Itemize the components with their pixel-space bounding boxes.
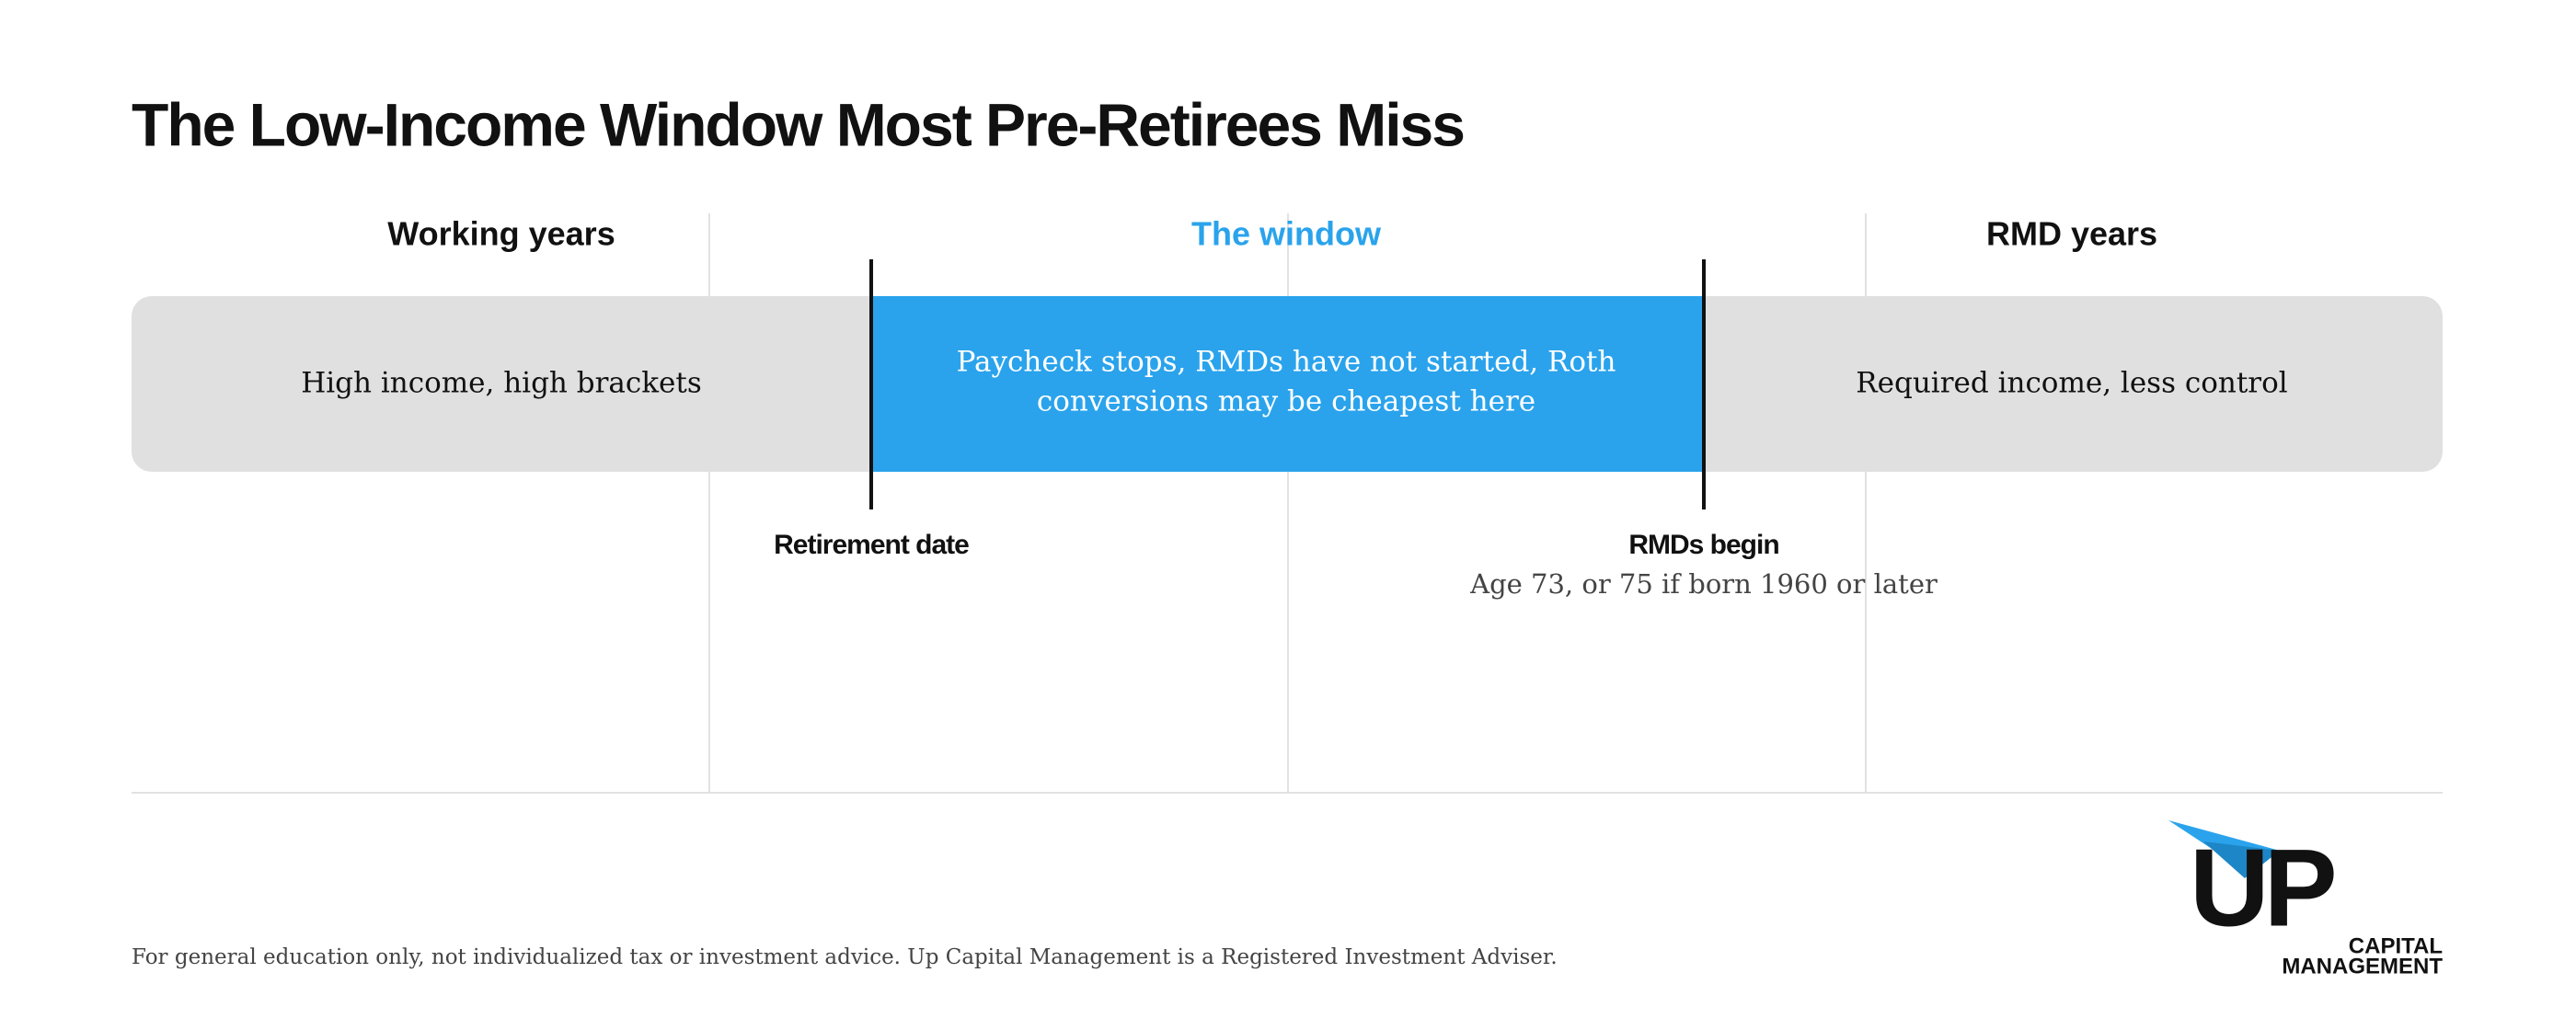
logo: UP CAPITAL MANAGEMENT <box>2168 820 2443 978</box>
phase-header: The window <box>1191 215 1382 253</box>
marker-note: Age 73, or 75 if born 1960 or later <box>1469 568 1938 600</box>
footer: For general education only, not individu… <box>132 945 1558 969</box>
phase-text: High income, high brackets <box>301 367 702 400</box>
logo-plane <box>2203 841 2280 878</box>
logo-text: CAPITAL <box>2349 933 2443 958</box>
phase-text: Required income, less control <box>1856 367 2287 400</box>
logo-text: MANAGEMENT <box>2282 954 2443 978</box>
marker-label: Retirement date <box>774 530 969 560</box>
logo-mark: UP <box>2190 827 2334 950</box>
phase-text: Paycheck stops, RMDs have not started, R… <box>957 346 1616 379</box>
window-band <box>870 296 1704 472</box>
title: The Low-Income Window Most Pre-Retirees … <box>132 90 1464 158</box>
phase-header: Working years <box>387 215 615 253</box>
phase-text: conversions may be cheapest here <box>1037 385 1535 418</box>
phase-header: RMD years <box>1986 215 2157 253</box>
marker-label: RMDs begin <box>1628 530 1778 560</box>
